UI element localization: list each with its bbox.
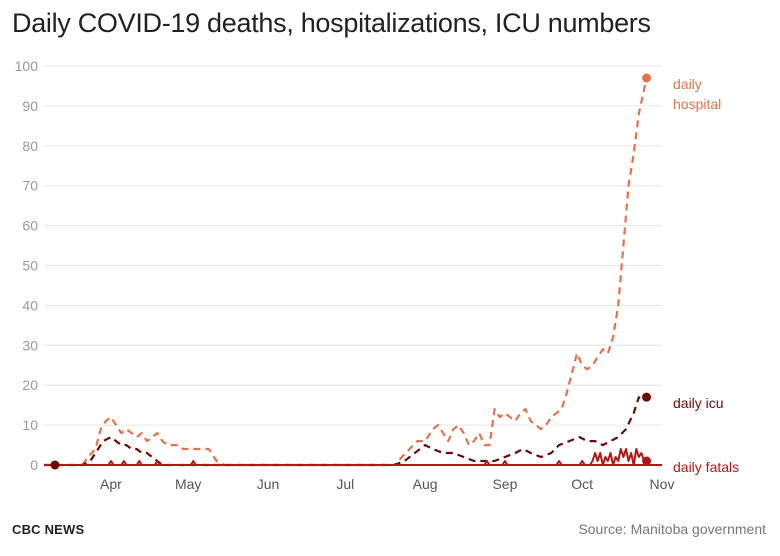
daily-icu-end-marker	[642, 392, 652, 402]
y-tick-label: 30	[22, 337, 38, 353]
grid-lines	[44, 65, 662, 466]
x-tick-label-nov: Nov	[650, 476, 675, 492]
brand-logo: CBC NEWS	[12, 522, 85, 537]
x-tick-label-aug: Aug	[413, 476, 438, 492]
daily-fatals-line	[44, 448, 647, 466]
chart-title: Daily COVID-19 deaths, hospitalizations,…	[12, 8, 651, 38]
x-tick-label-apr: Apr	[100, 476, 122, 492]
daily-hospital-line	[81, 77, 648, 467]
y-tick-label: 40	[22, 297, 38, 313]
y-axis: 0 10 20 30 40 50 60 70 80 90 100	[15, 58, 39, 473]
y-tick-label: 0	[30, 457, 38, 473]
daily-icu-label: daily icu	[673, 395, 724, 411]
x-tick-label-oct: Oct	[571, 476, 593, 492]
y-tick-label: 50	[22, 258, 38, 274]
y-tick-label: 60	[22, 218, 38, 234]
series-labels: daily hospital daily icu daily fatals	[673, 76, 739, 475]
x-tick-label-jun: Jun	[257, 476, 280, 492]
start-marker	[50, 460, 60, 470]
source-note: Source: Manitoba government	[578, 521, 766, 537]
daily-hospital-end-marker	[642, 73, 652, 83]
daily-fatals-end-marker	[642, 456, 652, 466]
y-tick-label: 10	[22, 417, 38, 433]
x-tick-label-sep: Sep	[492, 476, 517, 492]
daily-hospital-label: hospital	[673, 96, 721, 112]
y-tick-label: 20	[22, 377, 38, 393]
y-tick-label: 90	[22, 98, 38, 114]
x-tick-label-may: May	[175, 476, 201, 492]
y-tick-label: 70	[22, 178, 38, 194]
daily-fatals-label: daily fatals	[673, 459, 739, 475]
y-tick-label: 100	[15, 58, 39, 74]
y-tick-label: 80	[22, 138, 38, 154]
x-tick-label-jul: Jul	[336, 476, 354, 492]
daily-hospital-label: daily	[673, 76, 702, 92]
daily-icu-line	[44, 396, 648, 467]
x-axis: Apr May Jun Jul Aug Sep Oct Nov	[100, 476, 674, 492]
series-group	[44, 73, 662, 470]
